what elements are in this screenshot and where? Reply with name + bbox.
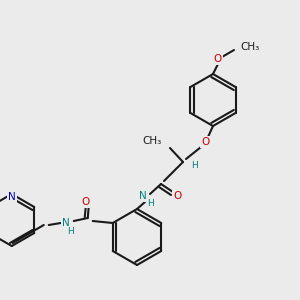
Text: N: N	[139, 191, 147, 201]
Text: N: N	[8, 192, 16, 202]
Text: O: O	[201, 137, 209, 147]
Text: H: H	[68, 226, 74, 236]
Text: CH₃: CH₃	[143, 136, 162, 146]
Text: O: O	[82, 197, 90, 207]
Text: O: O	[173, 191, 181, 201]
Text: N: N	[62, 218, 70, 228]
Text: H: H	[190, 160, 197, 169]
Text: O: O	[214, 54, 222, 64]
Text: H: H	[147, 200, 153, 208]
Text: CH₃: CH₃	[240, 42, 259, 52]
